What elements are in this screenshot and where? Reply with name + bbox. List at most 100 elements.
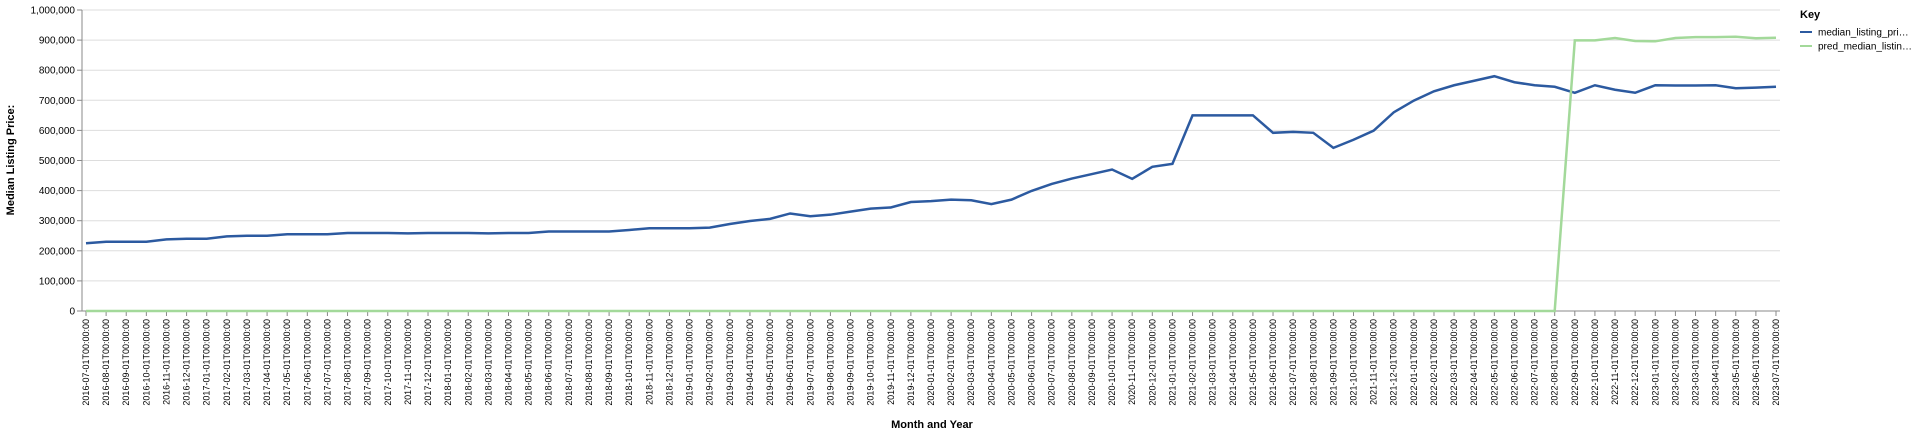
x-tick-label: 2019-10-01T00:00:00: [866, 319, 876, 406]
x-tick-label: 2022-08-01T00:00:00: [1550, 319, 1560, 406]
legend-title: Key: [1800, 9, 1821, 21]
x-tick-label: 2020-10-01T00:00:00: [1107, 319, 1117, 406]
x-tick-label: 2018-05-01T00:00:00: [524, 319, 534, 406]
x-tick-label: 2020-02-01T00:00:00: [946, 319, 956, 406]
x-tick-label: 2019-03-01T00:00:00: [725, 319, 735, 406]
x-tick-label: 2018-03-01T00:00:00: [483, 319, 493, 406]
legend-label: pred_median_listin…: [1818, 42, 1912, 53]
x-tick-label: 2021-08-01T00:00:00: [1308, 319, 1318, 406]
x-tick-label: 2017-07-01T00:00:00: [322, 319, 332, 406]
x-axis-title: Month and Year: [891, 419, 973, 431]
y-tick-label: 600,000: [39, 126, 76, 137]
x-tick-label: 2020-03-01T00:00:00: [966, 319, 976, 406]
x-tick-label: 2021-07-01T00:00:00: [1288, 319, 1298, 406]
y-tick-label: 200,000: [39, 246, 76, 257]
y-tick-label: 0: [69, 307, 75, 318]
y-tick-label: 500,000: [39, 156, 76, 167]
x-tick-label: 2023-05-01T00:00:00: [1731, 319, 1741, 406]
x-tick-label: 2016-08-01T00:00:00: [101, 319, 111, 406]
x-tick-label: 2020-07-01T00:00:00: [1047, 319, 1057, 406]
x-tick-label: 2021-04-01T00:00:00: [1228, 319, 1238, 406]
x-tick-label: 2017-03-01T00:00:00: [242, 319, 252, 406]
x-tick-label: 2019-11-01T00:00:00: [886, 319, 896, 405]
line-series: [86, 35, 1777, 313]
x-tick-label: 2019-04-01T00:00:00: [745, 319, 755, 406]
x-tick-label: 2020-06-01T00:00:00: [1027, 319, 1037, 406]
x-tick-label: 2017-02-01T00:00:00: [222, 319, 232, 406]
x-tick-label: 2021-01-01T00:00:00: [1167, 319, 1177, 406]
x-tick-label: 2022-06-01T00:00:00: [1509, 319, 1519, 406]
x-tick-label: 2019-07-01T00:00:00: [805, 319, 815, 406]
x-tick-label: 2017-06-01T00:00:00: [302, 319, 312, 406]
x-tick-label: 2021-06-01T00:00:00: [1268, 319, 1278, 406]
x-tick-label: 2023-07-01T00:00:00: [1771, 319, 1781, 406]
legend-label: median_listing_pri…: [1818, 28, 1909, 39]
x-tick-label: 2019-09-01T00:00:00: [846, 319, 856, 406]
x-tick-label: 2016-07-01T00:00:00: [81, 319, 91, 406]
y-tick-label: 800,000: [39, 66, 76, 77]
x-tick-label: 2022-09-01T00:00:00: [1570, 319, 1580, 406]
x-tick-label: 2017-09-01T00:00:00: [363, 319, 373, 406]
x-tick-label: 2016-11-01T00:00:00: [161, 319, 171, 405]
x-tick-label: 2022-07-01T00:00:00: [1530, 319, 1540, 406]
x-tick-label: 2018-08-01T00:00:00: [584, 319, 594, 406]
x-tick-label: 2022-05-01T00:00:00: [1489, 319, 1499, 406]
x-tick-label: 2018-12-01T00:00:00: [664, 319, 674, 406]
y-tick-label: 1,000,000: [31, 6, 76, 17]
x-tick-label: 2023-06-01T00:00:00: [1751, 319, 1761, 406]
x-tick-label: 2016-10-01T00:00:00: [141, 319, 151, 406]
x-tick-label: 2018-09-01T00:00:00: [604, 319, 614, 406]
x-tick-label: 2021-09-01T00:00:00: [1328, 319, 1338, 406]
x-tick-label: 2022-04-01T00:00:00: [1469, 319, 1479, 406]
x-tick-label: 2021-12-01T00:00:00: [1389, 319, 1399, 406]
x-tick-label: 2018-01-01T00:00:00: [443, 319, 453, 406]
x-tick-label: 2019-05-01T00:00:00: [765, 319, 775, 406]
x-tick-label: 2019-02-01T00:00:00: [705, 319, 715, 406]
x-tick-label: 2020-05-01T00:00:00: [1006, 319, 1016, 406]
x-tick-label: 2016-09-01T00:00:00: [121, 319, 131, 406]
y-axis-title: Median Listing Price:: [5, 105, 17, 216]
y-tick-label: 300,000: [39, 216, 76, 227]
x-tick-label: 2017-08-01T00:00:00: [343, 319, 353, 406]
x-tick-label: 2022-12-01T00:00:00: [1630, 319, 1640, 406]
x-tick-label: 2017-05-01T00:00:00: [282, 319, 292, 406]
x-tick-label: 2020-01-01T00:00:00: [926, 319, 936, 406]
x-tick-label: 2022-02-01T00:00:00: [1429, 319, 1439, 406]
x-tick-label: 2019-06-01T00:00:00: [785, 319, 795, 406]
x-tick-label: 2020-09-01T00:00:00: [1087, 319, 1097, 406]
x-tick-label: 2018-11-01T00:00:00: [644, 319, 654, 405]
x-tick-label: 2022-03-01T00:00:00: [1449, 319, 1459, 406]
x-tick-label: 2017-04-01T00:00:00: [262, 319, 272, 406]
x-tick-label: 2016-12-01T00:00:00: [182, 319, 192, 406]
x-tick-label: 2021-11-01T00:00:00: [1369, 319, 1379, 405]
x-tick-label: 2017-01-01T00:00:00: [202, 319, 212, 406]
x-tick-label: 2021-10-01T00:00:00: [1349, 319, 1359, 406]
x-tick-label: 2019-01-01T00:00:00: [685, 319, 695, 406]
x-tick-label: 2017-10-01T00:00:00: [383, 319, 393, 406]
x-tick-label: 2022-01-01T00:00:00: [1409, 319, 1419, 406]
x-tick-label: 2022-11-01T00:00:00: [1610, 319, 1620, 405]
x-tick-label: 2021-05-01T00:00:00: [1248, 319, 1258, 406]
x-tick-label: 2023-02-01T00:00:00: [1670, 319, 1680, 406]
x-tick-label: 2019-08-01T00:00:00: [825, 319, 835, 406]
x-tick-label: 2017-12-01T00:00:00: [423, 319, 433, 406]
x-tick-label: 2018-07-01T00:00:00: [564, 319, 574, 406]
y-tick-label: 900,000: [39, 36, 76, 47]
y-tick-label: 700,000: [39, 96, 76, 107]
x-tick-label: 2020-08-01T00:00:00: [1067, 319, 1077, 406]
y-tick-label: 100,000: [39, 276, 76, 287]
y-tick-label: 400,000: [39, 186, 76, 197]
x-tick-label: 2018-04-01T00:00:00: [504, 319, 514, 406]
x-tick-label: 2022-10-01T00:00:00: [1590, 319, 1600, 406]
x-tick-label: 2018-10-01T00:00:00: [624, 319, 634, 406]
x-tick-label: 2020-04-01T00:00:00: [986, 319, 996, 406]
x-tick-label: 2018-02-01T00:00:00: [463, 319, 473, 406]
x-tick-label: 2021-02-01T00:00:00: [1188, 319, 1198, 406]
x-tick-label: 2020-11-01T00:00:00: [1127, 319, 1137, 405]
x-tick-label: 2023-01-01T00:00:00: [1650, 319, 1660, 406]
x-tick-label: 2023-04-01T00:00:00: [1711, 319, 1721, 406]
x-tick-label: 2020-12-01T00:00:00: [1147, 319, 1157, 406]
line-series: [85, 74, 1777, 245]
